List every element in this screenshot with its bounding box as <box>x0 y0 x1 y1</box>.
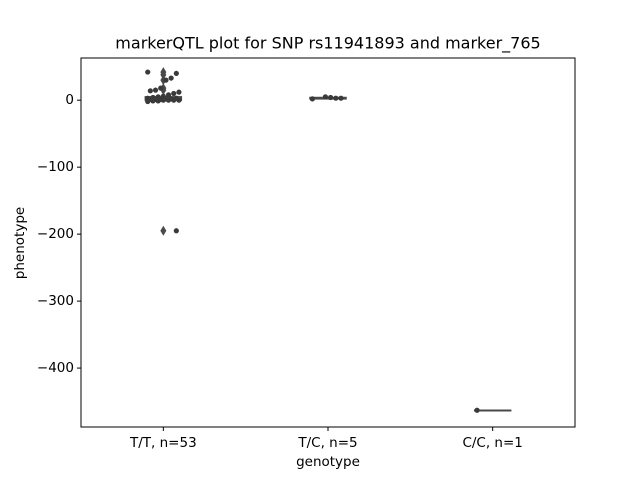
point <box>160 97 166 103</box>
axes-frame <box>80 57 576 428</box>
x-tick-label: C/C, n=1 <box>462 435 522 451</box>
point <box>333 95 339 101</box>
x-axis-label: genotype <box>296 454 360 470</box>
point <box>155 98 161 104</box>
y-axis-label: phenotype <box>12 207 28 279</box>
point <box>338 95 344 101</box>
point <box>165 92 172 98</box>
x-tick-label: T/T, n=53 <box>129 435 197 451</box>
point <box>147 88 153 94</box>
point <box>163 77 169 83</box>
point <box>173 228 179 234</box>
y-tick-label: −200 <box>37 226 74 242</box>
point <box>145 69 151 75</box>
point <box>152 87 159 93</box>
point <box>176 89 182 95</box>
point <box>165 97 172 103</box>
y-tick-label: 0 <box>65 92 74 108</box>
point <box>309 96 315 102</box>
flier <box>160 75 167 86</box>
point <box>176 97 182 103</box>
point <box>328 94 334 101</box>
y-tick-label: −300 <box>37 293 74 309</box>
flier <box>160 225 167 236</box>
point <box>474 407 480 413</box>
point <box>171 90 177 97</box>
point <box>171 97 177 103</box>
chart-title: markerQTL plot for SNP rs11941893 and ma… <box>115 34 540 54</box>
flier <box>160 69 167 80</box>
x-tick-label: T/C, n=5 <box>297 435 357 451</box>
y-tick-label: −100 <box>37 159 74 175</box>
point <box>168 75 174 81</box>
point <box>173 70 179 77</box>
point <box>145 98 151 105</box>
point <box>158 85 164 91</box>
point <box>322 94 328 100</box>
point <box>150 98 156 104</box>
y-tick-label: −400 <box>37 360 74 376</box>
